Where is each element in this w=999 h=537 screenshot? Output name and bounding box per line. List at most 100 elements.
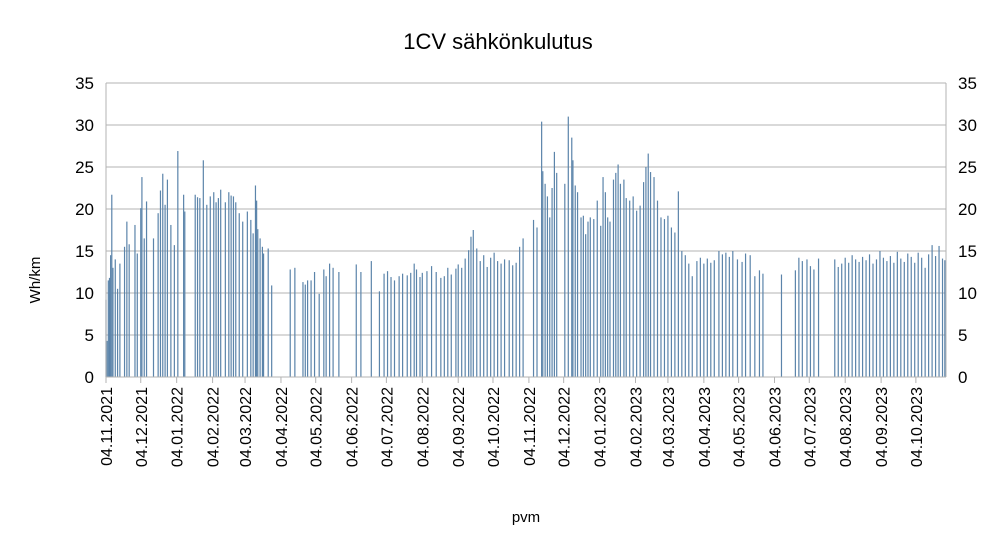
bar <box>585 234 587 377</box>
x-tick-label: 04.12.2022 <box>557 387 574 467</box>
bar <box>476 248 478 377</box>
bar <box>536 227 538 377</box>
bar <box>232 196 235 377</box>
bar <box>183 194 185 377</box>
bar <box>941 258 944 377</box>
bar <box>875 259 878 377</box>
bar <box>410 272 412 377</box>
bar <box>508 260 510 377</box>
bar <box>645 167 647 377</box>
bar <box>762 273 764 377</box>
bar <box>435 272 437 377</box>
bar <box>257 229 259 377</box>
bar <box>338 272 340 377</box>
bar <box>522 238 524 377</box>
bar <box>882 257 885 377</box>
y-axis-right-ticks: 0 5 10 15 20 25 30 35 <box>958 74 977 387</box>
bar <box>271 285 273 377</box>
x-tick-label: 04.11.2022 <box>522 387 539 466</box>
bar <box>383 273 385 377</box>
bar <box>426 271 428 377</box>
bar <box>304 284 306 377</box>
bar <box>406 275 408 377</box>
bar <box>749 255 751 377</box>
bar <box>741 261 743 377</box>
bar <box>230 195 232 377</box>
bar <box>202 160 204 377</box>
bar <box>699 257 701 377</box>
bar <box>706 258 708 377</box>
bar <box>541 121 543 377</box>
bar <box>674 232 676 377</box>
bars <box>105 116 946 377</box>
bar <box>318 293 320 377</box>
bar <box>457 264 459 377</box>
x-tick-label: 04.01.2023 <box>593 387 610 467</box>
bar <box>114 259 116 377</box>
bar <box>691 276 693 377</box>
bar <box>440 277 442 377</box>
bar <box>858 261 860 377</box>
y-tick-label-right: 25 <box>958 158 977 177</box>
bar <box>289 269 291 377</box>
bar <box>848 262 850 377</box>
bar <box>580 217 582 377</box>
bar <box>587 221 589 377</box>
y-tick-label-right: 15 <box>958 242 977 261</box>
bar <box>313 272 316 377</box>
bar <box>145 201 148 377</box>
y-tick-label: 10 <box>75 284 94 303</box>
bar <box>238 213 240 377</box>
bar <box>889 256 891 377</box>
bar <box>607 217 609 377</box>
bar <box>907 253 909 377</box>
bar <box>677 191 679 377</box>
bar <box>119 263 121 377</box>
bar <box>325 276 327 377</box>
bar <box>170 224 172 377</box>
bar <box>653 177 655 377</box>
bar <box>166 179 169 377</box>
bar <box>490 257 492 377</box>
bar <box>551 188 553 377</box>
bar <box>262 253 265 377</box>
bar <box>162 173 164 377</box>
bar <box>455 268 457 377</box>
bar <box>944 260 946 377</box>
bar <box>143 238 145 377</box>
bar <box>574 185 576 377</box>
bar <box>116 288 119 377</box>
bar <box>110 255 112 377</box>
chart-title: 1CV sähkönkulutus <box>403 29 593 54</box>
x-tick-label: 04.02.2023 <box>629 387 646 467</box>
bar <box>643 182 645 377</box>
bar <box>619 183 622 377</box>
bar <box>896 251 898 377</box>
bar <box>108 277 111 377</box>
bar <box>938 245 940 377</box>
bar <box>134 224 136 377</box>
x-tick-label: 04.06.2022 <box>345 387 362 467</box>
y-tick-label-right: 10 <box>958 284 977 303</box>
bar <box>302 282 304 377</box>
x-tick-label: 04.10.2022 <box>486 387 503 467</box>
bar <box>660 217 662 377</box>
bar <box>294 267 296 377</box>
bar <box>917 252 919 377</box>
bar <box>173 245 175 377</box>
bar <box>250 219 252 377</box>
bar <box>503 259 506 377</box>
bar <box>801 261 803 377</box>
bar <box>228 192 230 377</box>
bar <box>817 258 820 377</box>
bar <box>443 276 445 377</box>
bar <box>107 280 109 377</box>
bar <box>809 266 812 377</box>
bar <box>421 272 423 377</box>
bar <box>924 267 926 377</box>
bar <box>468 250 470 377</box>
bar <box>461 267 463 377</box>
bar <box>813 269 815 377</box>
bar <box>479 261 481 377</box>
bar <box>390 277 392 377</box>
